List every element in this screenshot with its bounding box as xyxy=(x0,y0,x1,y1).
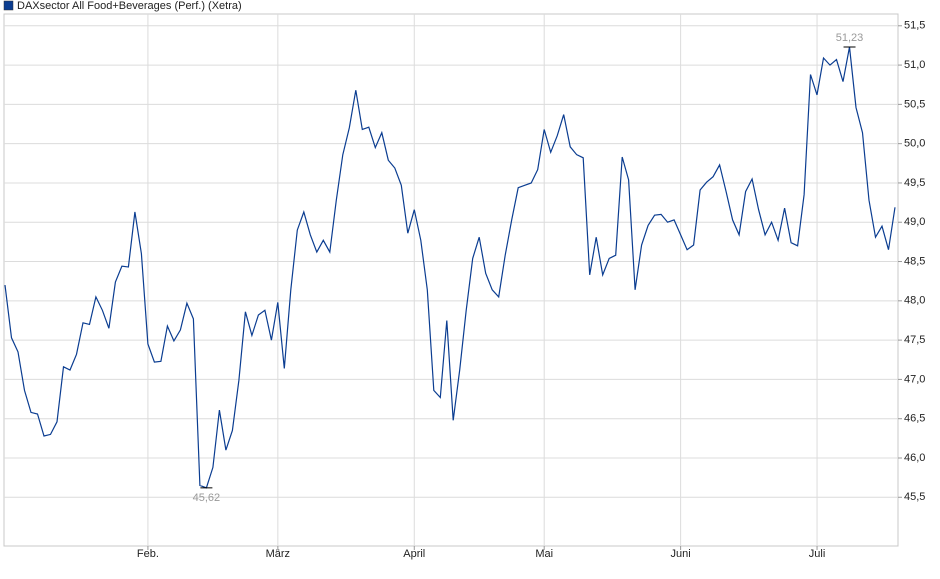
x-tick-label: Mai xyxy=(535,548,553,560)
plot-area xyxy=(3,13,899,547)
x-tick-label: März xyxy=(266,548,290,560)
x-tick-label: April xyxy=(403,548,425,560)
y-tick-label: 45,5 xyxy=(904,491,925,503)
annotation-label: 45,62 xyxy=(193,492,221,504)
y-tick-label: 51,0 xyxy=(904,59,925,71)
y-tick-label: 46,5 xyxy=(904,413,925,425)
y-tick-label: 48,0 xyxy=(904,295,925,307)
y-tick-label: 51,5 xyxy=(904,20,925,32)
series-line xyxy=(4,46,896,489)
legend-swatch xyxy=(3,0,14,11)
annotation-label: 51,23 xyxy=(836,32,864,44)
y-tick-label: 47,5 xyxy=(904,334,925,346)
y-tick-label: 50,0 xyxy=(904,138,925,150)
y-tick-label: 46,0 xyxy=(904,452,925,464)
y-tick-label: 50,5 xyxy=(904,98,925,110)
x-tick-label: Juni xyxy=(671,548,691,560)
y-tick-label: 49,5 xyxy=(904,177,925,189)
y-tick-label: 49,0 xyxy=(904,216,925,228)
x-tick-label: Feb. xyxy=(137,548,159,560)
legend-label: DAXsector All Food+Beverages (Perf.) (Xe… xyxy=(17,0,242,12)
y-tick-label: 48,5 xyxy=(904,255,925,267)
x-tick-label: Juli xyxy=(809,548,826,560)
y-tick-label: 47,0 xyxy=(904,373,925,385)
